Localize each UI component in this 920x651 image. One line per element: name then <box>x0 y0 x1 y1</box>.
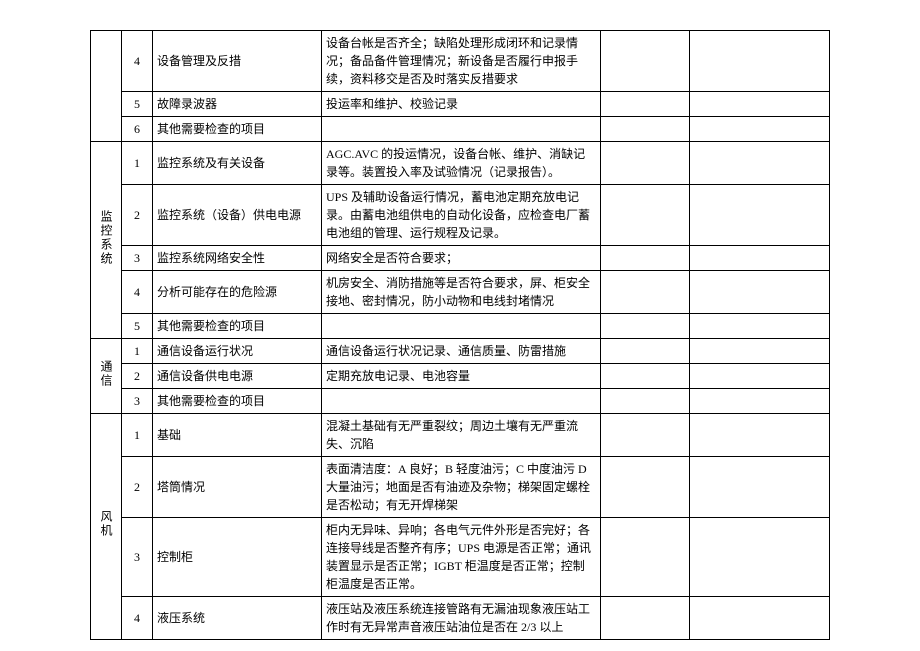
row-item: 液压系统 <box>153 597 322 640</box>
row-extra-1 <box>601 246 690 271</box>
row-number: 4 <box>122 597 153 640</box>
row-description <box>322 314 601 339</box>
row-extra-2 <box>690 597 830 640</box>
row-number: 3 <box>122 518 153 597</box>
row-description: UPS 及辅助设备运行情况，蓄电池定期充放电记录。由蓄电池组供电的自动化设备，应… <box>322 185 601 246</box>
row-number: 2 <box>122 457 153 518</box>
row-item: 通信设备供电电源 <box>153 364 322 389</box>
row-description: 表面清洁度：A 良好；B 轻度油污；C 中度油污 D 大量油污；地面是否有油迹及… <box>322 457 601 518</box>
row-extra-2 <box>690 271 830 314</box>
row-number: 4 <box>122 271 153 314</box>
table-row: 2监控系统（设备）供电电源UPS 及辅助设备运行情况，蓄电池定期充放电记录。由蓄… <box>91 185 830 246</box>
row-number: 1 <box>122 339 153 364</box>
row-number: 3 <box>122 246 153 271</box>
table-row: 2通信设备供电电源定期充放电记录、电池容量 <box>91 364 830 389</box>
row-extra-1 <box>601 185 690 246</box>
section-label: 通信 <box>91 339 122 414</box>
row-extra-1 <box>601 597 690 640</box>
row-description: 液压站及液压系统连接管路有无漏油现象液压站工作时有无异常声音液压站油位是否在 2… <box>322 597 601 640</box>
row-number: 1 <box>122 142 153 185</box>
row-extra-2 <box>690 117 830 142</box>
row-item: 监控系统网络安全性 <box>153 246 322 271</box>
row-item: 故障录波器 <box>153 92 322 117</box>
row-extra-1 <box>601 364 690 389</box>
row-extra-2 <box>690 518 830 597</box>
section-label-text: 风机 <box>97 510 115 538</box>
row-description: 网络安全是否符合要求； <box>322 246 601 271</box>
row-extra-2 <box>690 142 830 185</box>
row-description <box>322 389 601 414</box>
table-row: 3控制柜柜内无异味、异响；各电气元件外形是否完好；各连接导线是否整齐有序；UPS… <box>91 518 830 597</box>
row-extra-2 <box>690 457 830 518</box>
row-item: 基础 <box>153 414 322 457</box>
table-row: 监控系统1监控系统及有关设备AGC.AVC 的投运情况，设备台帐、维护、消缺记录… <box>91 142 830 185</box>
row-extra-2 <box>690 92 830 117</box>
row-item: 其他需要检查的项目 <box>153 117 322 142</box>
row-extra-2 <box>690 31 830 92</box>
row-number: 6 <box>122 117 153 142</box>
row-item: 分析可能存在的危险源 <box>153 271 322 314</box>
table-row: 4分析可能存在的危险源机房安全、消防措施等是否符合要求，屏、柜安全接地、密封情况… <box>91 271 830 314</box>
row-number: 1 <box>122 414 153 457</box>
row-description: AGC.AVC 的投运情况，设备台帐、维护、消缺记录等。装置投入率及试验情况（记… <box>322 142 601 185</box>
row-item: 其他需要检查的项目 <box>153 314 322 339</box>
section-label: 监控系统 <box>91 142 122 339</box>
row-extra-1 <box>601 314 690 339</box>
row-extra-1 <box>601 339 690 364</box>
row-extra-2 <box>690 389 830 414</box>
section-label <box>91 31 122 142</box>
row-extra-1 <box>601 457 690 518</box>
row-extra-1 <box>601 389 690 414</box>
table-row: 5其他需要检查的项目 <box>91 314 830 339</box>
row-description: 设备台帐是否齐全；缺陷处理形成闭环和记录情况；备品备件管理情况；新设备是否履行申… <box>322 31 601 92</box>
row-extra-1 <box>601 271 690 314</box>
row-number: 5 <box>122 314 153 339</box>
row-extra-1 <box>601 518 690 597</box>
row-item: 设备管理及反措 <box>153 31 322 92</box>
row-description <box>322 117 601 142</box>
row-description: 混凝土基础有无严重裂纹；周边土壤有无严重流失、沉陷 <box>322 414 601 457</box>
row-description: 通信设备运行状况记录、通信质量、防雷措施 <box>322 339 601 364</box>
table-row: 6其他需要检查的项目 <box>91 117 830 142</box>
table-row: 通信1通信设备运行状况通信设备运行状况记录、通信质量、防雷措施 <box>91 339 830 364</box>
row-description: 投运率和维护、校验记录 <box>322 92 601 117</box>
table-row: 5故障录波器投运率和维护、校验记录 <box>91 92 830 117</box>
row-extra-2 <box>690 339 830 364</box>
row-number: 2 <box>122 364 153 389</box>
row-description: 定期充放电记录、电池容量 <box>322 364 601 389</box>
row-item: 监控系统及有关设备 <box>153 142 322 185</box>
table-row: 3监控系统网络安全性网络安全是否符合要求； <box>91 246 830 271</box>
row-item: 其他需要检查的项目 <box>153 389 322 414</box>
section-label: 风机 <box>91 414 122 640</box>
row-item: 监控系统（设备）供电电源 <box>153 185 322 246</box>
row-extra-2 <box>690 364 830 389</box>
row-number: 2 <box>122 185 153 246</box>
row-extra-2 <box>690 314 830 339</box>
table-row: 2塔筒情况表面清洁度：A 良好；B 轻度油污；C 中度油污 D 大量油污；地面是… <box>91 457 830 518</box>
row-number: 5 <box>122 92 153 117</box>
table-row: 4液压系统液压站及液压系统连接管路有无漏油现象液压站工作时有无异常声音液压站油位… <box>91 597 830 640</box>
row-extra-1 <box>601 31 690 92</box>
row-extra-1 <box>601 142 690 185</box>
row-item: 控制柜 <box>153 518 322 597</box>
row-description: 机房安全、消防措施等是否符合要求，屏、柜安全接地、密封情况，防小动物和电线封堵情… <box>322 271 601 314</box>
section-label-text: 通信 <box>97 360 115 388</box>
row-extra-1 <box>601 92 690 117</box>
section-label-text: 监控系统 <box>97 210 115 266</box>
row-item: 通信设备运行状况 <box>153 339 322 364</box>
table-row: 风机1基础混凝土基础有无严重裂纹；周边土壤有无严重流失、沉陷 <box>91 414 830 457</box>
row-number: 3 <box>122 389 153 414</box>
row-extra-1 <box>601 117 690 142</box>
table-row: 4设备管理及反措设备台帐是否齐全；缺陷处理形成闭环和记录情况；备品备件管理情况；… <box>91 31 830 92</box>
table-row: 3其他需要检查的项目 <box>91 389 830 414</box>
row-extra-2 <box>690 246 830 271</box>
row-description: 柜内无异味、异响；各电气元件外形是否完好；各连接导线是否整齐有序；UPS 电源是… <box>322 518 601 597</box>
inspection-table: 4设备管理及反措设备台帐是否齐全；缺陷处理形成闭环和记录情况；备品备件管理情况；… <box>90 30 830 640</box>
row-item: 塔筒情况 <box>153 457 322 518</box>
row-extra-2 <box>690 185 830 246</box>
page: 4设备管理及反措设备台帐是否齐全；缺陷处理形成闭环和记录情况；备品备件管理情况；… <box>0 0 920 651</box>
row-number: 4 <box>122 31 153 92</box>
row-extra-2 <box>690 414 830 457</box>
row-extra-1 <box>601 414 690 457</box>
